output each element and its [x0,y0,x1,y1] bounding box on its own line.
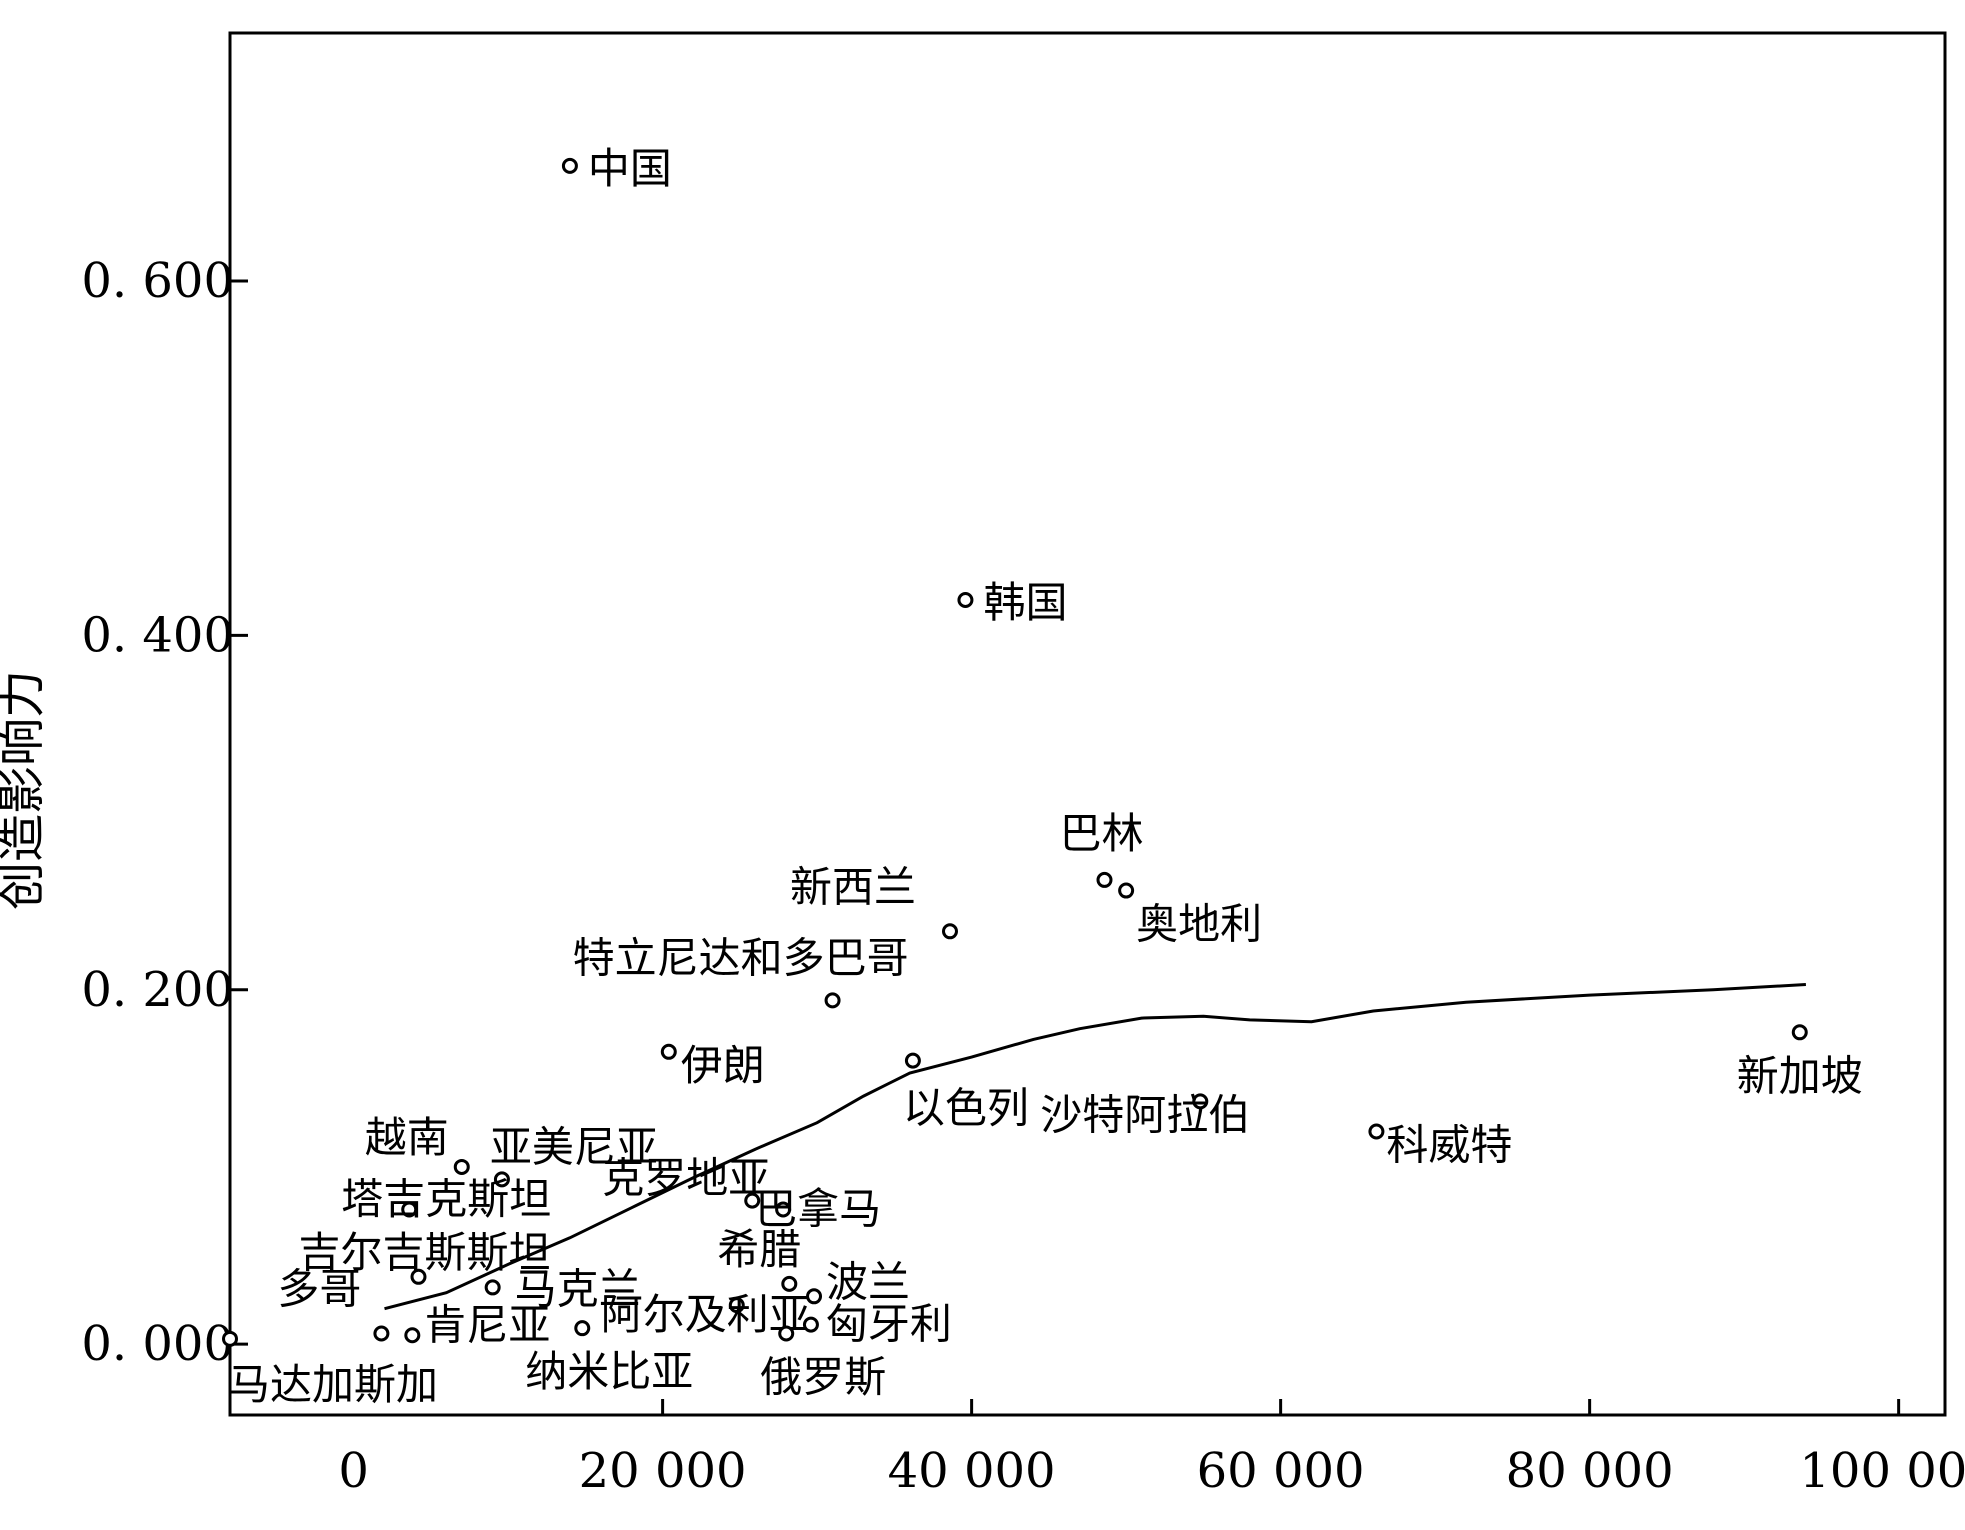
data-point [744,1192,761,1209]
trend-line-group [384,983,1806,1311]
point-label: 匈牙利 [826,1300,952,1349]
y-tick-label: 0. 600 [81,253,234,309]
data-point [493,1171,510,1188]
x-tick-label: 40 000 [888,1443,1056,1499]
data-point [1791,1024,1808,1041]
x-tick-label: 20 000 [579,1443,747,1499]
axis-ticks: 0 20 000 40 000 60 000 80 000 100 000 0. 000 0.… [81,253,1965,1499]
point-label: 伊朗 [681,1041,765,1090]
x-tick-label: 100 000 [1799,1443,1965,1499]
point-label: 新西兰 [790,862,916,911]
point-label: 沙特阿拉伯 [1040,1090,1250,1139]
point-label: 韩国 [983,578,1067,627]
data-point [484,1279,501,1296]
data-point [1192,1093,1209,1110]
data-point [404,1327,421,1344]
data-point [222,1330,238,1347]
point-label: 中国 [588,144,672,193]
trend-line [384,983,1806,1311]
data-point [410,1268,427,1285]
data-point [781,1275,798,1292]
data-point [401,1201,418,1218]
plot-frame [228,31,1947,1417]
y-tick-label: 0. 200 [81,962,234,1018]
data-point [806,1288,823,1305]
point-label: 俄罗斯 [760,1352,886,1401]
point-label: 巴拿马 [755,1184,881,1233]
point-label: 巴林 [1059,809,1143,858]
x-tick-label: 80 000 [1506,1443,1674,1499]
data-point [574,1320,591,1337]
data-point [802,1316,819,1333]
point-label: 新加坡 [1737,1051,1863,1100]
data-point [561,157,578,174]
y-axis-title: 创造影响力 [0,670,50,910]
point-label: 肯尼亚 [424,1300,550,1349]
data-point [775,1201,792,1218]
point-label: 克罗地亚 [602,1154,770,1203]
data-point [660,1043,677,1060]
y-tick-label: 0. 400 [81,607,234,663]
x-tick-label: 0 [338,1443,369,1499]
point-label: 吉尔吉斯斯坦 [298,1228,550,1277]
data-point [1096,871,1113,888]
data-point [1368,1123,1385,1140]
point-label: 多哥 [277,1264,361,1313]
data-point [824,992,841,1009]
data-point [728,1297,745,1314]
data-point [904,1052,921,1069]
point-label: 马达加斯加 [228,1360,438,1409]
data-point [778,1325,795,1342]
data-point [957,591,974,608]
point-label: 越南 [365,1113,449,1162]
point-label: 科威特 [1386,1121,1512,1170]
point-label: 以色列 [903,1084,1029,1133]
data-point [373,1325,390,1342]
point-label: 希腊 [717,1225,801,1274]
y-tick-label: 0. 000 [81,1316,234,1372]
x-tick-label: 60 000 [1197,1443,1365,1499]
point-label: 塔吉克斯坦 [341,1174,551,1223]
point-label: 阿尔及利亚 [601,1290,811,1339]
data-point [453,1158,470,1175]
point-label: 马克兰 [515,1264,641,1313]
point-label: 奥地利 [1136,900,1262,949]
point-label: 特立尼达和多巴哥 [573,933,909,982]
point-label: 纳米比亚 [525,1347,693,1396]
data-point [941,923,958,940]
point-label: 亚美尼亚 [490,1122,658,1171]
point-label: 波兰 [826,1257,910,1306]
data-point [1118,882,1135,899]
